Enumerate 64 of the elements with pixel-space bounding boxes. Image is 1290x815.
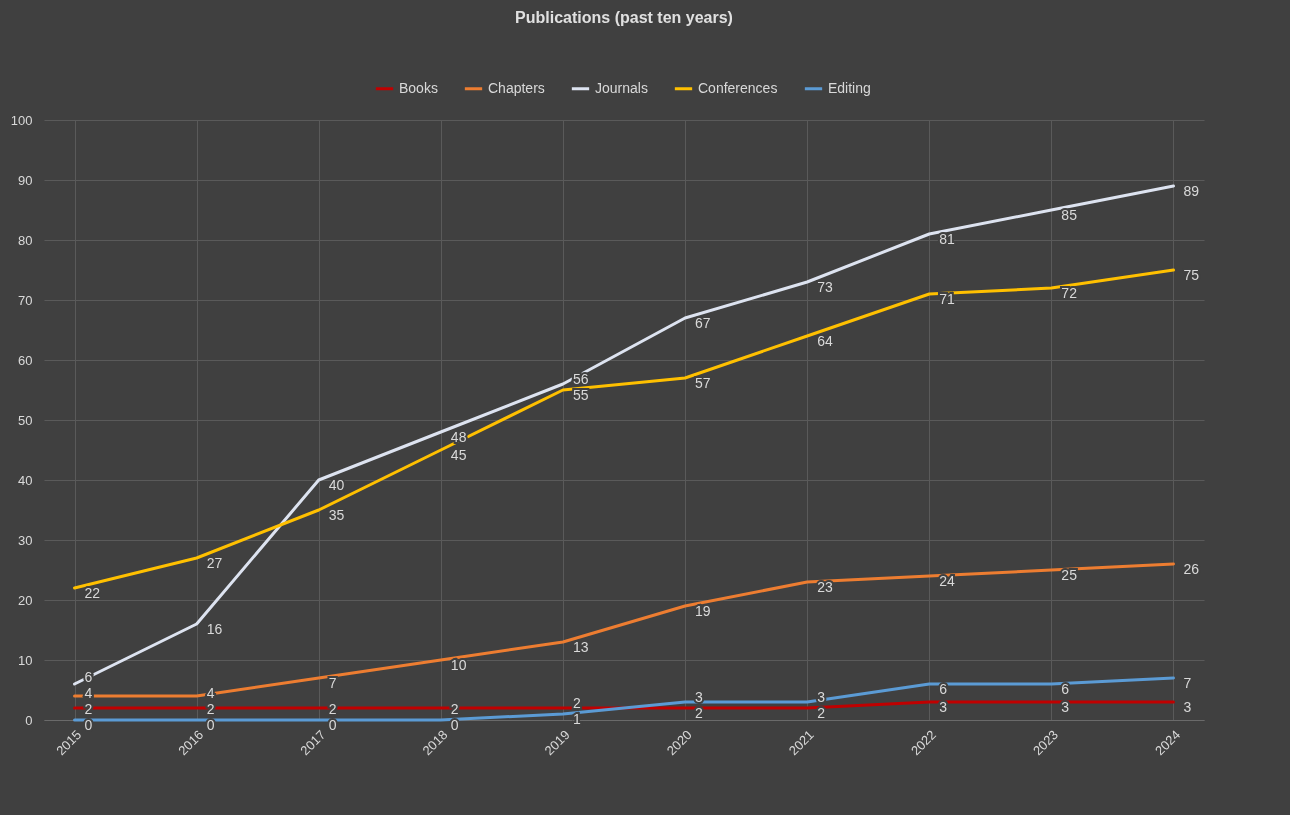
data-label: 89 xyxy=(1183,183,1200,199)
line-series xyxy=(73,184,1175,686)
data-label: 55 xyxy=(572,387,589,403)
data-label: 6 xyxy=(939,681,948,697)
data-label: 22 xyxy=(84,585,101,601)
data-label: 13 xyxy=(572,639,589,655)
data-label: 81 xyxy=(939,231,956,247)
data-label: 3 xyxy=(695,689,704,705)
legend-label: Editing xyxy=(828,79,871,96)
line-series xyxy=(73,268,1175,590)
y-tick-label: 0 xyxy=(25,712,33,728)
data-label: 2 xyxy=(328,701,337,717)
data-label: 57 xyxy=(695,375,711,391)
data-label: 16 xyxy=(206,621,223,637)
data-label: 2 xyxy=(84,701,93,717)
data-label: 7 xyxy=(1183,675,1192,691)
data-label: 45 xyxy=(450,447,467,463)
data-label: 24 xyxy=(939,573,956,589)
data-label: 1 xyxy=(572,711,581,727)
data-label: 2 xyxy=(817,705,826,721)
y-tick-label: 100 xyxy=(10,112,33,128)
legend-label: Conferences xyxy=(698,79,778,96)
data-label: 0 xyxy=(450,717,459,733)
data-label: 71 xyxy=(939,291,956,307)
data-label: 0 xyxy=(206,717,215,733)
data-label: 40 xyxy=(328,477,345,493)
data-label: 85 xyxy=(1061,207,1078,223)
y-tick-label: 40 xyxy=(18,472,33,488)
data-label: 3 xyxy=(939,699,948,715)
chart-title: Publications (past ten years) xyxy=(515,9,733,26)
data-label: 2 xyxy=(450,701,459,717)
data-label: 3 xyxy=(1061,699,1070,715)
data-label: 23 xyxy=(817,579,833,595)
data-label: 73 xyxy=(817,279,833,295)
data-label: 27 xyxy=(206,555,223,571)
legend-label: Books xyxy=(399,79,438,96)
data-label: 7 xyxy=(328,675,337,691)
data-label: 26 xyxy=(1183,561,1200,577)
y-tick-label: 60 xyxy=(18,352,33,368)
data-label: 2 xyxy=(695,705,704,721)
data-label: 6 xyxy=(1061,681,1070,697)
legend-label: Chapters xyxy=(488,79,545,96)
data-label: 25 xyxy=(1061,567,1078,583)
y-tick-label: 10 xyxy=(18,652,33,668)
data-label: 64 xyxy=(817,333,833,349)
data-label: 2 xyxy=(206,701,215,717)
y-tick-label: 80 xyxy=(18,232,33,248)
data-label: 0 xyxy=(84,717,93,733)
data-label: 56 xyxy=(572,371,589,387)
data-label: 19 xyxy=(695,603,711,619)
legend-label: Journals xyxy=(595,79,648,96)
y-tick-label: 70 xyxy=(18,292,33,308)
y-tick-label: 90 xyxy=(18,172,33,188)
data-label: 67 xyxy=(695,315,711,331)
data-label: 75 xyxy=(1183,267,1200,283)
y-tick-label: 50 xyxy=(18,412,33,428)
data-label: 2 xyxy=(572,695,581,711)
data-label: 35 xyxy=(328,507,345,523)
data-label: 72 xyxy=(1061,285,1078,301)
data-label: 0 xyxy=(328,717,337,733)
y-tick-label: 20 xyxy=(18,592,33,608)
y-tick-label: 30 xyxy=(18,532,33,548)
data-label: 10 xyxy=(450,657,467,673)
data-label: 3 xyxy=(1183,699,1192,715)
